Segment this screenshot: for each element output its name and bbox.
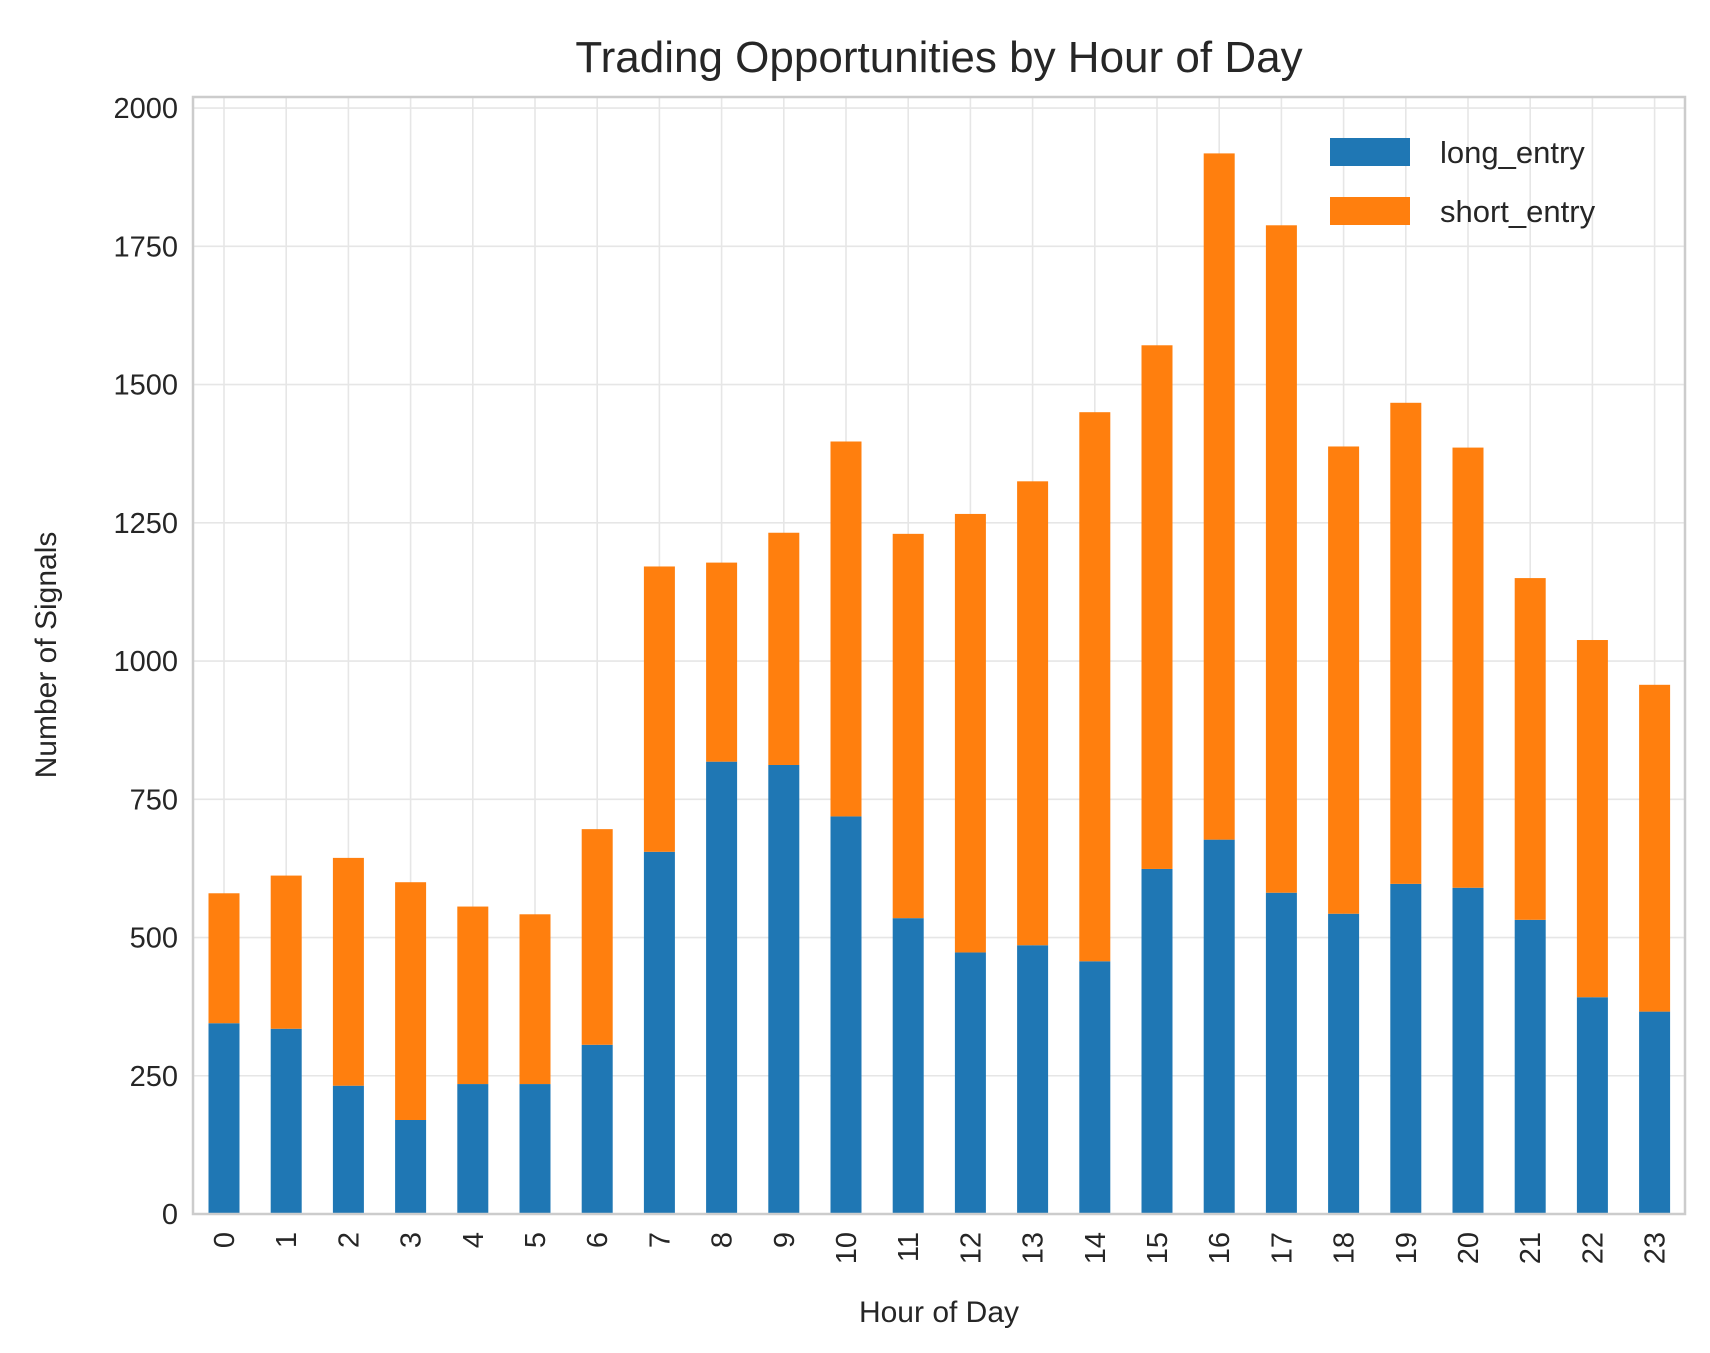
- x-tick-label: 10: [831, 1232, 863, 1264]
- y-tick-label: 250: [130, 1061, 178, 1093]
- x-tick-label: 17: [1266, 1232, 1298, 1264]
- x-tick-label: 11: [893, 1232, 925, 1262]
- y-tick-label: 500: [130, 923, 178, 955]
- bar-long_entry-12: [954, 952, 986, 1214]
- bar-long_entry-23: [1639, 1011, 1671, 1214]
- x-tick-label: 20: [1453, 1232, 1485, 1264]
- y-tick-label: 2000: [113, 93, 178, 125]
- y-tick-label: 0: [162, 1199, 178, 1231]
- bar-long_entry-9: [768, 764, 800, 1214]
- bar-long_entry-2: [332, 1085, 364, 1214]
- bar-short_entry-23: [1639, 684, 1671, 1012]
- bar-short_entry-10: [830, 441, 862, 817]
- y-axis-ticks: 0 250 500 750 1000 1250 1500 1750 2000: [113, 93, 178, 1231]
- bar-short_entry-0: [208, 893, 240, 1024]
- x-tick-label: 18: [1329, 1232, 1361, 1264]
- plot-frame: [191, 95, 1687, 1216]
- x-tick-label: 9: [769, 1232, 801, 1248]
- y-tick-label: 1500: [113, 370, 178, 402]
- legend-swatch-long_entry: [1330, 138, 1410, 166]
- bar-long_entry-18: [1328, 913, 1360, 1214]
- x-tick-label: 5: [520, 1232, 552, 1248]
- bar-short_entry-19: [1390, 402, 1422, 884]
- bar-long_entry-10: [830, 816, 862, 1214]
- x-tick-label: 21: [1515, 1232, 1547, 1264]
- bar-long_entry-1: [270, 1028, 302, 1214]
- x-tick-label: 3: [396, 1232, 428, 1248]
- bar-long_entry-16: [1203, 839, 1235, 1214]
- bar-long_entry-5: [519, 1084, 551, 1214]
- bar-long_entry-4: [457, 1084, 489, 1214]
- bar-short_entry-11: [892, 533, 924, 919]
- bar-long_entry-7: [643, 851, 675, 1214]
- bar-short_entry-12: [954, 513, 986, 953]
- bar-long_entry-0: [208, 1023, 240, 1214]
- x-tick-label: 19: [1391, 1232, 1423, 1264]
- x-tick-label: 2: [333, 1232, 365, 1248]
- y-tick-label: 1250: [113, 508, 178, 540]
- x-tick-label: 1: [271, 1232, 303, 1248]
- bar-short_entry-5: [519, 914, 551, 1085]
- x-tick-label: 7: [644, 1232, 676, 1248]
- y-tick-label: 1750: [113, 231, 178, 263]
- bar-short_entry-13: [1017, 481, 1049, 946]
- bar-long_entry-6: [581, 1044, 613, 1214]
- x-tick-label: 14: [1080, 1232, 1112, 1264]
- bar-long_entry-17: [1265, 892, 1297, 1214]
- x-axis-ticks: 0 1 2 3 4 5 6 7 8 9 10 11 12 13 14 15 16 17 18 19 20 21 22 23: [209, 1232, 1672, 1264]
- x-tick-label: 8: [707, 1232, 739, 1248]
- y-axis-label: Number of Signals: [30, 532, 63, 779]
- legend-label-short_entry: short_entry: [1440, 194, 1596, 229]
- bar-short_entry-21: [1514, 578, 1546, 920]
- bar-long_entry-21: [1514, 919, 1546, 1214]
- x-axis-label: Hour of Day: [859, 1296, 1019, 1329]
- x-tick-label: 16: [1204, 1232, 1236, 1264]
- x-tick-label: 6: [582, 1232, 614, 1248]
- bar-short_entry-3: [395, 882, 427, 1120]
- bars: [208, 153, 1671, 1214]
- legend-swatch-short_entry: [1330, 197, 1410, 225]
- bar-long_entry-14: [1079, 961, 1111, 1214]
- bar-long_entry-15: [1141, 868, 1173, 1214]
- bar-long_entry-19: [1390, 883, 1422, 1214]
- bar-long_entry-11: [892, 918, 924, 1214]
- x-tick-label: 12: [955, 1232, 987, 1264]
- bar-long_entry-8: [706, 761, 738, 1214]
- x-tick-label: 4: [458, 1232, 490, 1248]
- bar-short_entry-6: [581, 829, 613, 1045]
- bar-short_entry-20: [1452, 447, 1484, 888]
- legend-label-long_entry: long_entry: [1440, 135, 1585, 170]
- bar-long_entry-13: [1017, 945, 1049, 1214]
- bar-long_entry-3: [395, 1119, 427, 1214]
- y-tick-label: 750: [130, 784, 178, 816]
- bar-short_entry-15: [1141, 345, 1173, 869]
- x-tick-label: 13: [1018, 1232, 1050, 1264]
- x-tick-label: 15: [1142, 1232, 1174, 1264]
- bar-short_entry-22: [1576, 640, 1608, 998]
- bar-long_entry-22: [1576, 997, 1608, 1214]
- y-tick-label: 1000: [113, 646, 178, 678]
- bar-short_entry-17: [1265, 225, 1297, 893]
- bar-short_entry-1: [270, 875, 302, 1029]
- x-tick-label: 23: [1640, 1232, 1672, 1264]
- bar-short_entry-18: [1328, 446, 1360, 914]
- x-tick-label: 22: [1577, 1232, 1609, 1264]
- bar-short_entry-7: [643, 566, 675, 852]
- legend: long_entry short_entry: [1330, 135, 1596, 229]
- x-tick-label: 0: [209, 1232, 241, 1248]
- bar-long_entry-20: [1452, 887, 1484, 1214]
- bar-short_entry-14: [1079, 412, 1111, 962]
- chart-title: Trading Opportunities by Hour of Day: [575, 33, 1302, 82]
- bar-short_entry-2: [332, 857, 364, 1086]
- bar-short_entry-8: [706, 562, 738, 762]
- bar-short_entry-16: [1203, 153, 1235, 840]
- bar-short_entry-9: [768, 532, 800, 765]
- bar-short_entry-4: [457, 906, 489, 1085]
